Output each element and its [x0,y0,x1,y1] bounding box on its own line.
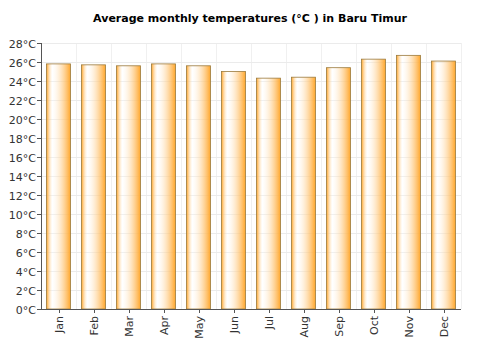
bars [47,55,456,309]
x-tick-label: Feb [88,316,101,335]
bar [397,55,421,309]
tick-mark [37,81,41,82]
title: Average monthly temperatures (°C ) in Ba… [93,12,407,25]
x-tick-label: Jul [263,316,276,330]
tick-mark [37,119,41,120]
tick-mark [37,176,41,177]
tick-mark [37,290,41,291]
y-tick-label: 22°C [9,95,36,108]
x-tick-label: Aug [298,316,311,337]
tick-mark [37,233,41,234]
x-tick-mark [339,309,340,313]
x-tick-mark [234,309,235,313]
tick-mark [37,214,41,215]
x-tick-mark [304,309,305,313]
bar [257,78,281,309]
chart: Average monthly temperatures (°C ) in Ba… [0,0,500,350]
y-tick-label: 10°C [9,209,36,222]
y-tick-label: 0°C [16,304,36,317]
y-tick-label: 24°C [9,76,36,89]
x-tick-mark [444,309,445,313]
tick-mark [37,43,41,44]
x-tick-label: Dec [438,316,451,337]
x-tick-label: Jun [228,316,241,334]
x-tick-label: May [193,316,206,339]
grid-line [41,309,461,310]
x-tick-mark [129,309,130,313]
bar [222,72,246,310]
x-tick-label: Mar [123,316,136,337]
bar [432,61,456,309]
x-tick-label: Apr [158,316,171,336]
vertical-grid-line [41,43,42,309]
x-tick-label: Jan [53,316,66,334]
y-tick-label: 20°C [9,114,36,127]
y-tick-label: 8°C [16,228,36,241]
x-tick-mark [94,309,95,313]
tick-mark [37,271,41,272]
y-tick-label: 4°C [16,266,36,279]
x-tick-mark [409,309,410,313]
y-tick-label: 28°C [9,38,36,51]
tick-mark [37,195,41,196]
y-tick-label: 2°C [16,285,36,298]
x-tick-mark [269,309,270,313]
tick-mark [37,309,41,310]
x-tick-mark [374,309,375,313]
y-tick-label: 6°C [16,247,36,260]
x-axis-line [41,309,461,310]
x-tick-mark [164,309,165,313]
bar [117,66,141,309]
y-tick-label: 14°C [9,171,36,184]
bar [292,77,316,309]
bar [327,68,351,309]
tick-mark [37,138,41,139]
x-tick-label: Oct [368,315,381,335]
y-tick-label: 18°C [9,133,36,146]
x-tick-label: Sep [333,316,346,337]
y-tick-label: 12°C [9,190,36,203]
x-tick-mark [59,309,60,313]
bar [187,66,211,309]
x-tick-label: Nov [403,316,416,338]
bar [82,65,106,309]
grid-line [41,43,461,44]
tick-mark [37,100,41,101]
tick-mark [37,62,41,63]
y-tick-label: 26°C [9,57,36,70]
bar [152,64,176,309]
bar [362,59,386,309]
vertical-grid-line [461,43,462,309]
tick-mark [37,157,41,158]
y-axis-line [41,43,42,309]
y-tick-label: 16°C [9,152,36,165]
tick-mark [37,252,41,253]
x-tick-mark [199,309,200,313]
bar [47,64,71,309]
